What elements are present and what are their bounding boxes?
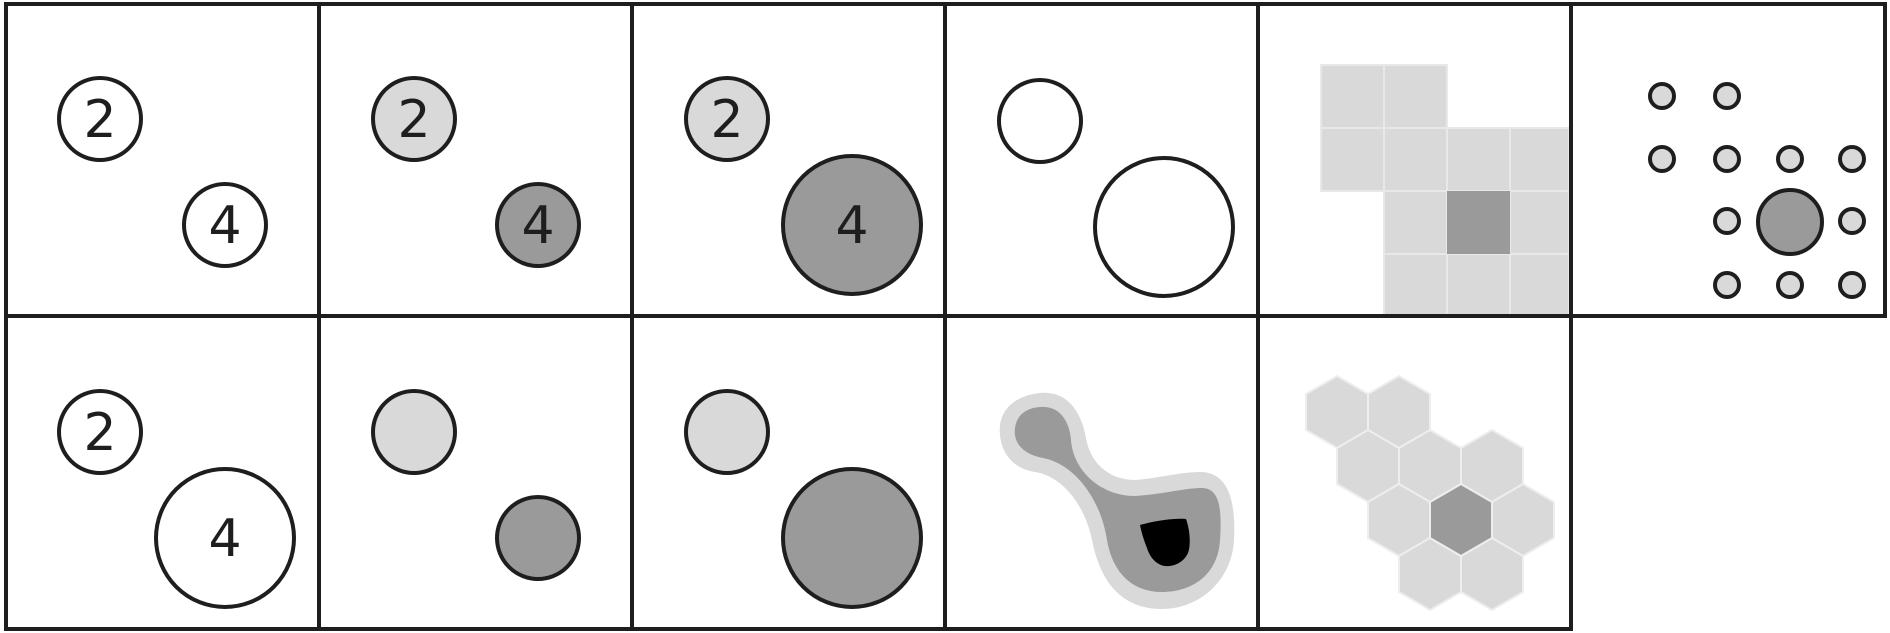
panel-r1c1: 2 4: [4, 2, 321, 318]
label-two: 2: [83, 90, 116, 150]
dot: [1838, 145, 1866, 173]
grid-square-highlighted: [1447, 191, 1510, 254]
grid-square: [1446, 253, 1511, 317]
circle-light: [371, 389, 457, 475]
panel-r1c5: [1256, 2, 1573, 318]
contour-peak: [1140, 518, 1190, 567]
label-two: 2: [83, 403, 116, 463]
panel-r2c4: [943, 314, 1260, 631]
hex-cell-highlighted: [1429, 482, 1493, 558]
square-grid: [1320, 64, 1570, 317]
dot: [1776, 145, 1804, 173]
circle-four: [154, 467, 296, 609]
panel-r2c5: [1256, 314, 1573, 631]
panel-r1c4: [943, 2, 1260, 318]
panel-r2c1: 2 4: [4, 314, 321, 631]
label-four: 4: [208, 509, 241, 569]
panel-frame: [4, 2, 321, 318]
circle-two: [684, 76, 770, 162]
dot: [1838, 271, 1866, 299]
grid-square: [1509, 190, 1570, 255]
panel-frame: [1569, 2, 1887, 318]
label-two: 2: [397, 90, 430, 150]
circle-two: [371, 76, 457, 162]
dot: [1838, 207, 1866, 235]
grid-square: [1446, 127, 1511, 192]
grid-square: [1383, 253, 1448, 317]
dot-large: [1756, 188, 1824, 256]
circle-large: [1093, 156, 1235, 298]
circle-dark: [495, 495, 581, 581]
dot: [1648, 145, 1676, 173]
label-four: 4: [521, 196, 554, 256]
circle-four: [182, 182, 268, 268]
hex-grid: [1305, 374, 1555, 612]
grid-square: [1383, 127, 1448, 192]
grid-square: [1383, 64, 1448, 129]
circle-small: [997, 78, 1083, 164]
dot: [1713, 82, 1741, 110]
panel-r1c2: 2 4: [317, 2, 634, 318]
panel-frame: [317, 2, 634, 318]
panel-r2c2: [317, 314, 634, 631]
circle-two: [57, 389, 143, 475]
label-four: 4: [835, 196, 868, 256]
grid-square: [1509, 253, 1570, 317]
dot: [1713, 271, 1741, 299]
label-four: 4: [208, 196, 241, 256]
circle-four: [781, 154, 923, 296]
panel-frame: [1256, 314, 1573, 631]
dot: [1776, 271, 1804, 299]
circle-two: [57, 76, 143, 162]
circle-light: [684, 389, 770, 475]
grid-square: [1509, 127, 1570, 192]
dot: [1713, 145, 1741, 173]
panel-r1c6: [1569, 2, 1887, 318]
grid-square: [1320, 127, 1385, 192]
circle-four: [495, 182, 581, 268]
contour-middle: [1014, 406, 1221, 592]
dot: [1713, 207, 1741, 235]
grid-square: [1383, 190, 1448, 255]
circle-dark-large: [781, 467, 923, 609]
label-two: 2: [710, 90, 743, 150]
panel-r1c3: 2 4: [630, 2, 947, 318]
grid-square: [1320, 64, 1385, 129]
panel-r2c3: [630, 314, 947, 631]
dot: [1648, 82, 1676, 110]
panel-frame: [317, 314, 634, 631]
